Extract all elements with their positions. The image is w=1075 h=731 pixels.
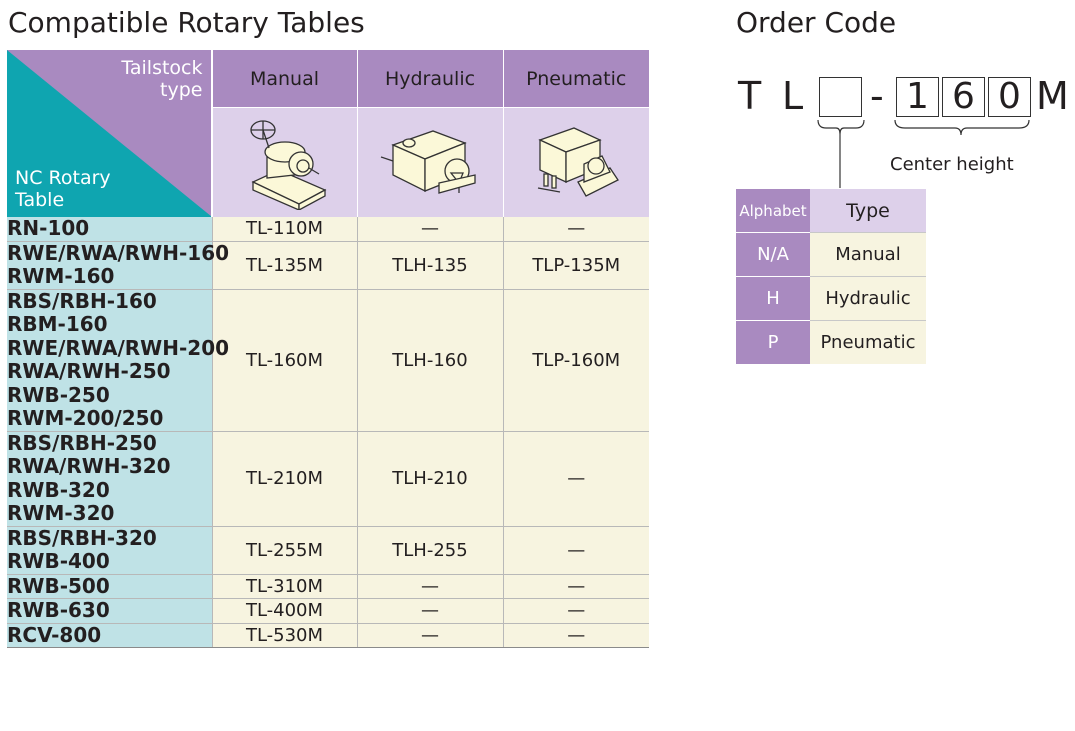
code-letter-m: M <box>1036 74 1069 118</box>
manual-cell: TL-310M <box>211 574 357 599</box>
hydraulic-cell: — <box>356 574 503 599</box>
legend-row: H Hydraulic <box>736 276 926 321</box>
pneumatic-cell: — <box>502 574 649 599</box>
column-header-manual: Manual <box>211 50 357 108</box>
hydraulic-cell: TLH-160 <box>356 289 503 432</box>
code-digit-box: 0 <box>988 77 1031 117</box>
manual-tailstock-image-cell <box>211 107 357 217</box>
table-row: RWB-500 TL-310M — — <box>7 574 649 599</box>
model-cell: RBS/RBH-160 RBM-160 RWE/RWA/RWH-200 RWA/RW… <box>7 288 230 432</box>
code-digit-box: 6 <box>942 77 985 117</box>
hydraulic-cell: TLH-135 <box>356 241 503 290</box>
model-cell: RWE/RWA/RWH-160 RWM-160 <box>7 240 230 290</box>
pneumatic-cell: — <box>502 526 649 575</box>
model-cell: RCV-800 <box>7 623 212 648</box>
hydraulic-cell: — <box>356 217 503 242</box>
center-height-brace <box>894 119 1030 136</box>
manual-cell: TL-530M <box>211 623 357 648</box>
pneumatic-cell: — <box>502 598 649 624</box>
code-letter-l: L <box>782 74 804 118</box>
compatibility-table: Tailstock type NC Rotary Table Manual Hydr… <box>7 50 649 648</box>
pneumatic-cell: — <box>502 217 649 242</box>
table-corner-header: Tailstock type NC Rotary Table <box>7 50 212 217</box>
manual-tailstock-icon <box>249 119 326 211</box>
model-cell: RN-100 <box>7 216 212 242</box>
legend-header-alphabet: Alphabet <box>736 189 810 233</box>
column-header-hydraulic: Hydraulic <box>356 50 503 108</box>
pneumatic-cell: — <box>502 431 649 527</box>
legend-key: N/A <box>736 232 810 277</box>
legend-row: N/A Manual <box>736 232 926 277</box>
compatible-tables-title: Compatible Rotary Tables <box>8 6 365 39</box>
manual-cell: TL-255M <box>211 526 357 575</box>
hydraulic-cell: — <box>356 623 503 648</box>
table-row: RBS/RBH-160 RBM-160 RWE/RWA/RWH-200 RWA/RW… <box>7 288 649 432</box>
model-cell: RBS/RBH-320 RWB-400 <box>7 526 212 575</box>
code-dash: - <box>870 74 884 118</box>
hydraulic-tailstock-image-cell <box>356 107 503 217</box>
legend-key: P <box>736 320 810 364</box>
legend-key: H <box>736 276 810 321</box>
hydraulic-cell: — <box>356 598 503 624</box>
pneumatic-cell: — <box>502 623 649 648</box>
legend-value: Manual <box>810 232 926 277</box>
tailstock-type-label: Tailstock type <box>121 57 203 101</box>
type-placeholder-box <box>819 77 862 117</box>
legend-value: Hydraulic <box>810 276 926 321</box>
legend-header-type: Type <box>810 189 926 233</box>
pneumatic-tailstock-image-cell <box>502 107 649 217</box>
table-row: RBS/RBH-250 RWA/RWH-320 RWB-320 RWM-320 TL… <box>7 431 649 527</box>
pneumatic-cell: TLP-135M <box>502 241 649 290</box>
table-row: RN-100 TL-110M — — <box>7 216 649 242</box>
table-row: RWE/RWA/RWH-160 RWM-160 TL-135M TLH-135 T… <box>7 240 649 290</box>
manual-cell: TL-110M <box>211 217 357 242</box>
pneumatic-cell: TLP-160M <box>502 289 649 432</box>
manual-cell: TL-210M <box>211 431 357 527</box>
table-row: RBS/RBH-320 RWB-400 TL-255M TLH-255 — <box>7 526 649 575</box>
legend-row: P Pneumatic <box>736 320 926 364</box>
table-row: RCV-800 TL-530M — — <box>7 623 649 648</box>
hydraulic-cell: TLH-210 <box>356 431 503 527</box>
code-digit-box: 1 <box>896 77 939 117</box>
model-cell: RWB-630 <box>7 598 212 624</box>
nc-rotary-table-label: NC Rotary Table <box>15 167 111 211</box>
model-cell: RBS/RBH-250 RWA/RWH-320 RWB-320 RWM-320 <box>7 431 212 527</box>
code-letter-t: T <box>738 74 762 118</box>
manual-cell: TL-135M <box>211 241 357 290</box>
center-height-label: Center height <box>890 154 1014 175</box>
column-header-pneumatic: Pneumatic <box>502 50 649 108</box>
legend-value: Pneumatic <box>810 320 926 364</box>
hydraulic-tailstock-icon <box>380 129 476 194</box>
manual-cell: TL-400M <box>211 598 357 624</box>
pneumatic-tailstock-icon <box>538 126 620 197</box>
table-row: RWB-630 TL-400M — — <box>7 598 649 624</box>
hydraulic-cell: TLH-255 <box>356 526 503 575</box>
corner-diagonal <box>7 50 211 217</box>
type-brace <box>817 119 865 188</box>
type-legend-table: Alphabet Type N/A Manual H Hydraulic P P… <box>736 189 926 364</box>
order-code-title: Order Code <box>736 6 897 39</box>
model-cell: RWB-500 <box>7 574 212 599</box>
manual-cell: TL-160M <box>211 289 357 432</box>
